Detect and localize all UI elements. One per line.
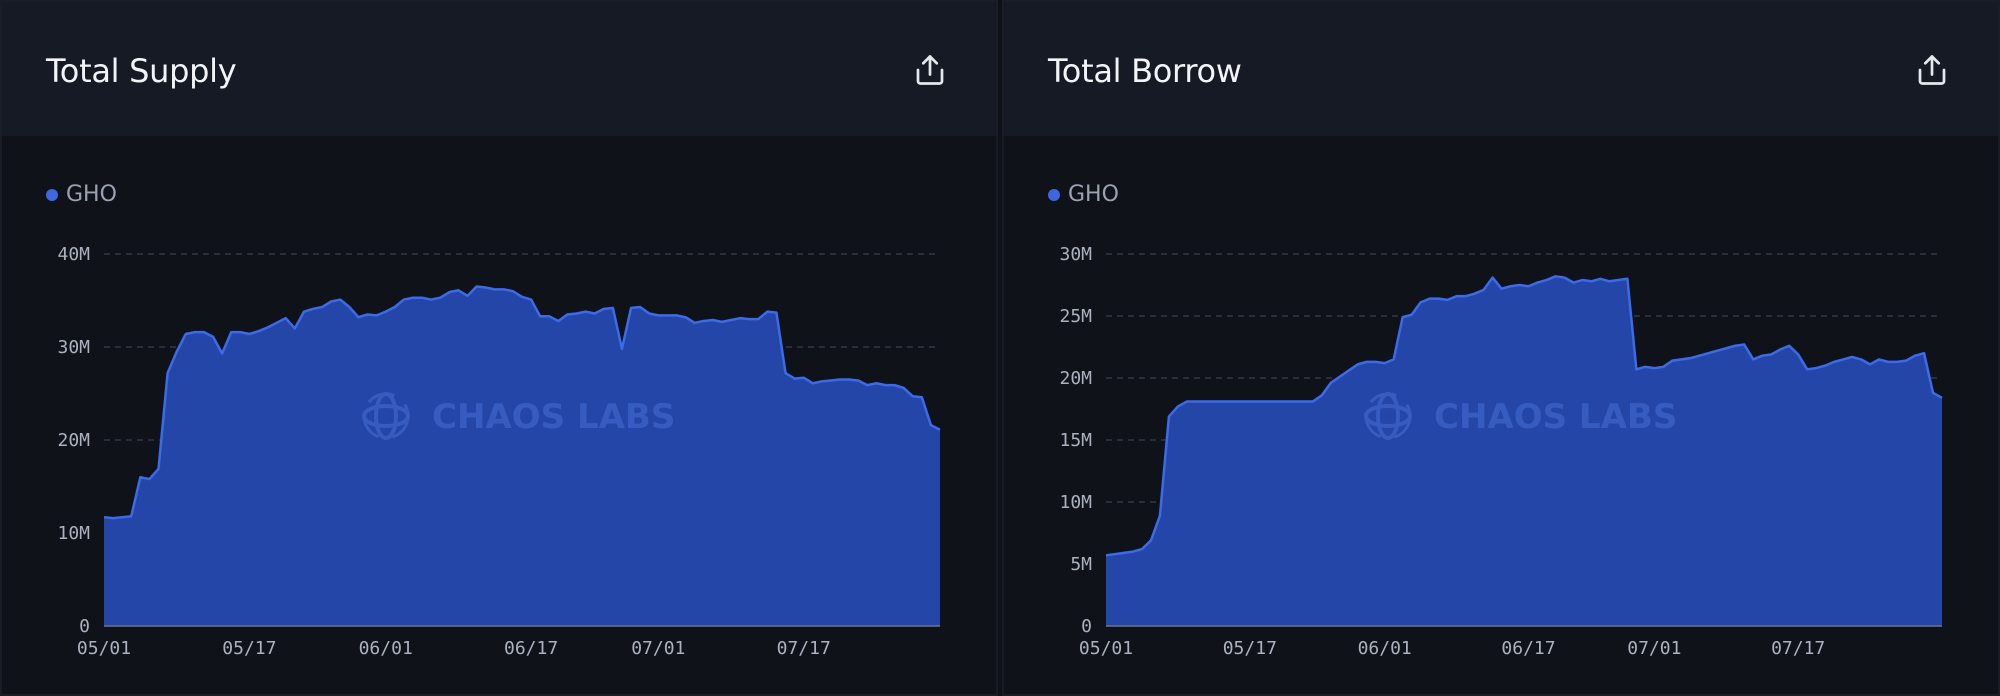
x-tick-label: 06/01 [1358,638,1412,659]
total-supply-panel: Total Supply GHO 0 10M 20M 30M 40M CHAOS LABS… [0,0,998,696]
x-tick-label: 05/01 [77,638,131,659]
legend-marker [1048,188,1060,201]
y-tick-label: 5M [1070,554,1092,575]
panel-header: Total Supply [2,2,996,136]
y-tick-label: 20M [57,430,90,451]
y-tick-label: 30M [1059,244,1092,265]
y-tick-label: 10M [57,523,90,544]
x-tick-label: 06/01 [359,638,413,659]
legend-marker [46,188,58,201]
y-tick-label: 0 [79,616,90,637]
chaos-labs-watermark: CHAOS LABS [362,392,675,440]
y-tick-label: 30M [57,337,90,358]
share-export-icon [1918,55,1946,85]
panel-title: Total Borrow [1048,52,1242,90]
y-tick-label: 10M [1059,492,1092,513]
x-tick-label: 07/01 [1627,638,1681,659]
export-button[interactable] [1914,52,1950,88]
legend-label: GHO [66,182,117,207]
x-tick-label: 07/17 [1771,638,1825,659]
x-tick-label: 06/17 [1501,638,1555,659]
y-tick-label: 20M [1059,368,1092,389]
total-borrow-chart: 0 5M 10M 15M 20M 25M 30M CHAOS LABS 05/01 05/17 06… [1059,244,1943,659]
chart-legend[interactable]: GHO [46,182,117,207]
x-tick-label: 05/17 [222,638,276,659]
watermark-text: CHAOS LABS [1434,397,1677,437]
total-borrow-panel: Total Borrow GHO 0 5M 10M 15M 20M 25M 30M CHAOS… [1002,0,2000,696]
y-tick-label: 15M [1059,430,1092,451]
series-area [1106,276,1942,626]
x-tick-label: 06/17 [504,638,558,659]
chart-legend[interactable]: GHO [1048,182,1119,207]
watermark-text: CHAOS LABS [432,397,675,437]
y-tick-label: 0 [1081,616,1092,637]
total-supply-chart: 0 10M 20M 30M 40M CHAOS LABS 05/01 05/17 06/01 06… [57,244,941,659]
chaos-labs-watermark: CHAOS LABS [1364,392,1677,440]
x-tick-label: 05/17 [1223,638,1277,659]
x-tick-label: 07/01 [631,638,685,659]
series-line [1105,275,1943,557]
series-line [103,285,941,520]
x-tick-label: 05/01 [1079,638,1133,659]
legend-label: GHO [1068,182,1119,207]
y-tick-label: 40M [57,244,90,265]
y-tick-label: 25M [1059,306,1092,327]
series-area [104,286,940,626]
panel-header: Total Borrow [1004,2,1998,136]
export-button[interactable] [912,52,948,88]
share-export-icon [916,55,944,85]
panel-title: Total Supply [46,52,237,90]
x-tick-label: 07/17 [777,638,831,659]
